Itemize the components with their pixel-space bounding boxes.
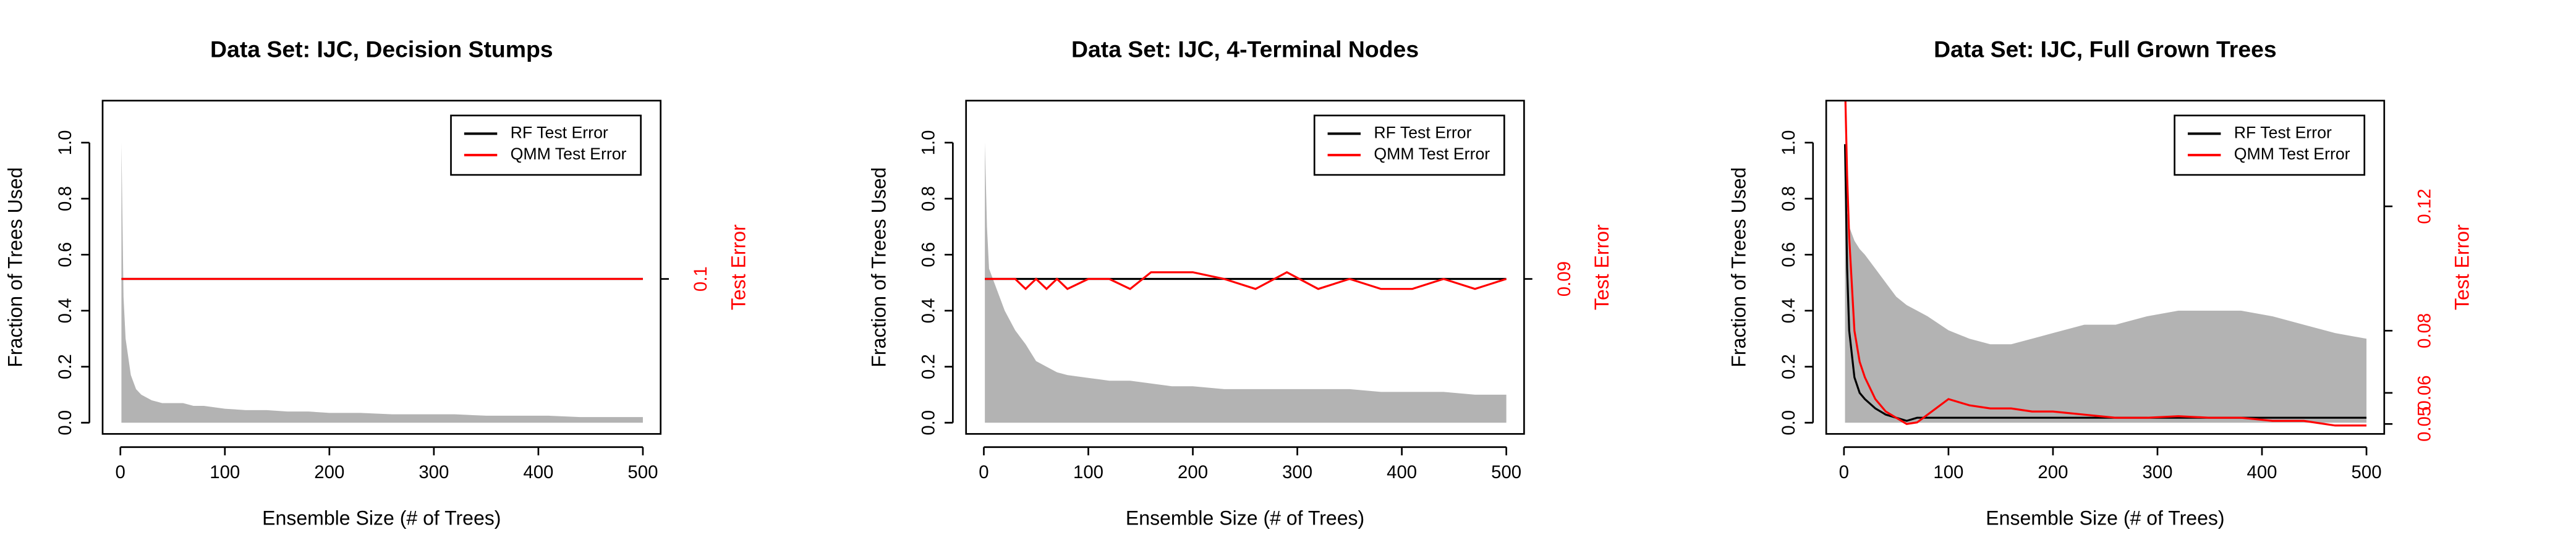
- plot-frame: [1825, 99, 2386, 435]
- x-tick-label: 100: [210, 462, 240, 482]
- y-tick-label: 0.4: [55, 298, 75, 323]
- legend-box: [2174, 114, 2366, 176]
- y-tick-label: 0.2: [55, 354, 75, 379]
- y-tick-label: 1.0: [55, 130, 75, 155]
- fraction-area: [985, 142, 1507, 423]
- plot-area: [1843, 100, 2367, 427]
- legend-box: [1313, 114, 1505, 176]
- y2-axis-label: Test Error: [727, 224, 749, 310]
- x-tick-label: 200: [1178, 462, 1208, 482]
- x-tick-label: 500: [1491, 462, 1521, 482]
- y-axis-label: Fraction of Trees Used: [867, 167, 890, 368]
- chart-title: Data Set: IJC, Full Grown Trees: [1934, 36, 2277, 62]
- legend-label: RF Test Error: [511, 123, 608, 141]
- legend-box: [450, 114, 642, 176]
- x-tick-label: 300: [2142, 462, 2172, 482]
- panel: Data Set: IJC, Decision Stumps Ensemble S…: [4, 36, 750, 529]
- legend-label: RF Test Error: [1374, 123, 1471, 141]
- x-tick-label: 400: [523, 462, 553, 482]
- y2-tick-label: 0.06: [2414, 375, 2434, 410]
- error-line: [985, 271, 1507, 290]
- x-tick-label: 100: [1073, 462, 1103, 482]
- chart-title: Data Set: IJC, Decision Stumps: [210, 36, 553, 62]
- x-tick-label: 400: [2247, 462, 2277, 482]
- x-tick-label: 500: [627, 462, 658, 482]
- x-tick-label: 300: [419, 462, 449, 482]
- y-axis-label: Fraction of Trees Used: [1728, 167, 1750, 368]
- y2-tick-label: 0.09: [1554, 261, 1575, 297]
- y2-axis-label: Test Error: [2451, 224, 2473, 310]
- x-tick-label: 0: [116, 462, 125, 482]
- y-tick-label: 0.4: [919, 298, 939, 323]
- fraction-area: [1845, 171, 2367, 423]
- error-line: [1844, 100, 2367, 427]
- plot-area: [121, 142, 643, 423]
- x-axis-label: Ensemble Size (# of Trees): [1986, 507, 2224, 529]
- y2-tick-label: 0.05: [2414, 406, 2434, 442]
- y-tick-label: 0.4: [1779, 298, 1799, 323]
- x-tick-label: 0: [979, 462, 988, 482]
- x-axis-label: Ensemble Size (# of Trees): [1126, 507, 1364, 529]
- y-tick-label: 0.0: [1779, 410, 1799, 436]
- y2-axis-label: Test Error: [1591, 224, 1613, 310]
- y-tick-label: 0.6: [55, 242, 75, 267]
- y-tick-label: 0.2: [1779, 354, 1799, 379]
- plot-frame: [965, 99, 1525, 435]
- x-axis-label: Ensemble Size (# of Trees): [262, 507, 501, 529]
- y-tick-label: 0.6: [1779, 242, 1799, 267]
- y-axis-label: Fraction of Trees Used: [4, 167, 27, 368]
- legend-label: QMM Test Error: [1374, 145, 1490, 163]
- y-tick-label: 0.6: [919, 242, 939, 267]
- panel: Data Set: IJC, Full Grown Trees Ensemble …: [1728, 36, 2473, 529]
- legend-label: RF Test Error: [2234, 123, 2332, 141]
- y2-tick-label: 0.1: [691, 266, 711, 292]
- y-tick-label: 0.8: [55, 186, 75, 211]
- x-tick-label: 500: [2352, 462, 2382, 482]
- y-tick-label: 1.0: [1779, 130, 1799, 155]
- y-tick-label: 0.8: [919, 186, 939, 211]
- panel: Data Set: IJC, 4-Terminal Nodes Ensemble …: [867, 36, 1613, 529]
- y-tick-label: 1.0: [919, 130, 939, 155]
- x-tick-label: 0: [1839, 462, 1849, 482]
- y-tick-label: 0.2: [919, 354, 939, 379]
- fraction-area: [121, 142, 643, 423]
- y2-tick-label: 0.08: [2414, 313, 2434, 348]
- y-tick-label: 0.0: [55, 410, 75, 436]
- x-tick-label: 200: [2038, 462, 2068, 482]
- plot-area: [985, 142, 1507, 423]
- x-tick-label: 100: [1933, 462, 1963, 482]
- x-tick-label: 400: [1387, 462, 1417, 482]
- x-tick-label: 200: [314, 462, 344, 482]
- x-tick-label: 300: [1282, 462, 1312, 482]
- y-tick-label: 0.0: [919, 410, 939, 436]
- y-tick-label: 0.8: [1779, 186, 1799, 211]
- legend-label: QMM Test Error: [2234, 145, 2350, 163]
- chart-title: Data Set: IJC, 4-Terminal Nodes: [1071, 36, 1419, 62]
- y2-tick-label: 0.12: [2414, 188, 2434, 224]
- legend-label: QMM Test Error: [511, 145, 627, 163]
- plot-frame: [101, 99, 661, 435]
